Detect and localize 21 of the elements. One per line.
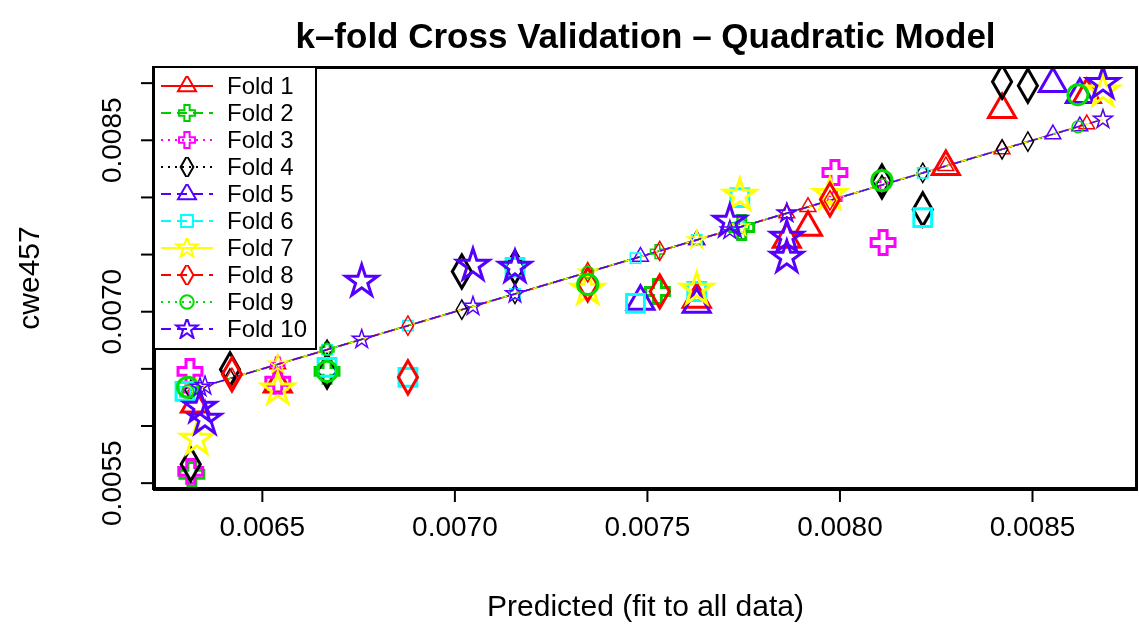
x-tick-label: 0.0080 (797, 511, 883, 542)
legend-label: Fold 8 (227, 260, 294, 289)
y-axis-title: cwe457 (11, 226, 45, 330)
legend-label: Fold 1 (227, 71, 294, 100)
y-tick-label: 0.0055 (96, 440, 127, 526)
legend-label: Fold 4 (227, 152, 294, 181)
x-tick-label: 0.0085 (989, 511, 1076, 542)
legend-label: Fold 2 (227, 98, 294, 127)
x-tick-label: 0.0070 (412, 511, 498, 542)
legend-label: Fold 10 (227, 314, 308, 343)
x-tick-label: 0.0065 (219, 511, 306, 542)
legend-label: Fold 5 (227, 179, 294, 208)
legend-label: Fold 7 (227, 233, 294, 262)
legend-label: Fold 3 (227, 125, 294, 154)
x-axis-title: Predicted (fit to all data) (487, 589, 804, 622)
y-tick-label: 0.0070 (96, 268, 127, 355)
y-tick-label: 0.0085 (96, 97, 127, 184)
x-tick-label: 0.0075 (604, 511, 691, 542)
legend-label: Fold 9 (227, 287, 294, 316)
chart-title: k–fold Cross Validation – Quadratic Model (294, 16, 997, 56)
legend-label: Fold 6 (227, 206, 294, 235)
